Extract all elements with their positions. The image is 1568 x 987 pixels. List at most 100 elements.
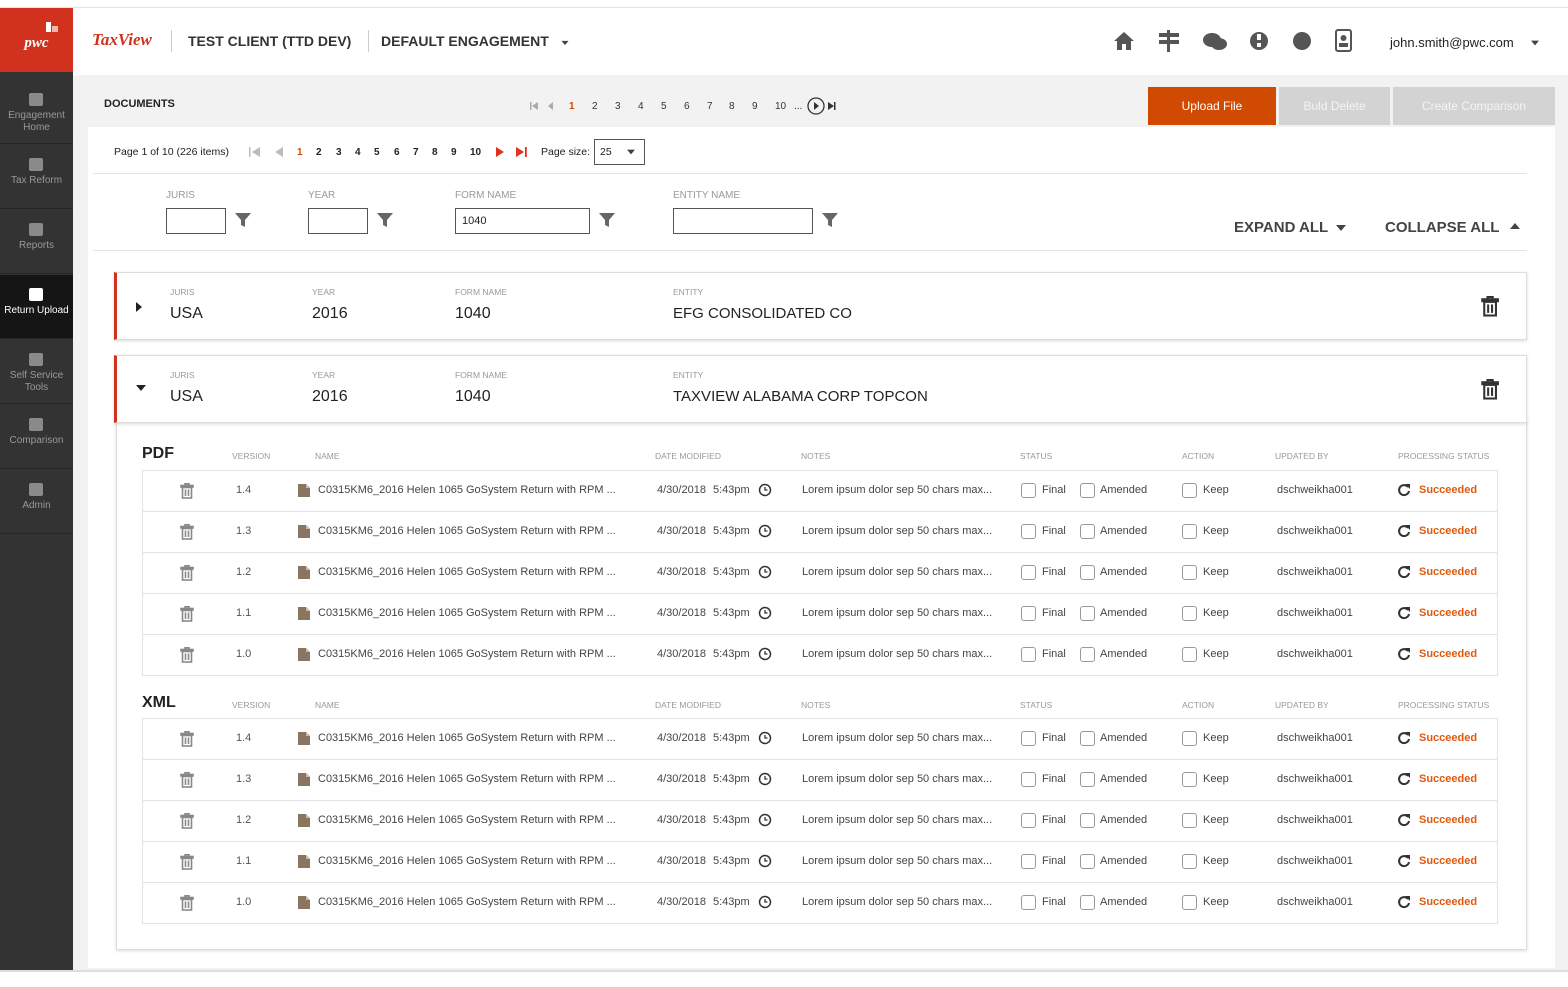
pager-last[interactable] [827, 101, 837, 111]
checkbox[interactable] [1182, 483, 1197, 498]
pager-next[interactable] [494, 146, 506, 158]
checkbox[interactable] [1080, 565, 1095, 580]
checkbox[interactable] [1021, 565, 1036, 580]
refresh-icon[interactable] [1397, 895, 1411, 909]
delete-icon[interactable] [180, 606, 194, 622]
checkbox[interactable] [1021, 606, 1036, 621]
help-icon[interactable] [1250, 32, 1268, 50]
user-email[interactable]: john.smith@pwc.com [1390, 35, 1514, 50]
checkbox[interactable] [1182, 731, 1197, 746]
pager-first[interactable] [529, 101, 539, 111]
file-name[interactable]: C0315KM6_2016 Helen 1065 GoSystem Return… [318, 484, 616, 496]
logo[interactable]: pwc [0, 8, 73, 72]
return-card[interactable] [114, 355, 1527, 423]
sidebar-item[interactable] [0, 470, 73, 534]
delete-icon[interactable] [180, 647, 194, 663]
refresh-icon[interactable] [1397, 772, 1411, 786]
expand-toggle[interactable] [136, 302, 142, 312]
file-name[interactable]: C0315KM6_2016 Helen 1065 GoSystem Return… [318, 566, 616, 578]
checkbox[interactable] [1182, 606, 1197, 621]
delete-icon[interactable] [180, 813, 194, 829]
engagement-name[interactable]: DEFAULT ENGAGEMENT [381, 33, 549, 49]
checkbox[interactable] [1021, 813, 1036, 828]
sidebar-item[interactable] [0, 80, 73, 144]
page-link[interactable]: 10 [775, 101, 787, 112]
collapse-all[interactable]: COLLAPSE ALL [1385, 219, 1500, 236]
page-link[interactable]: 1 [569, 101, 575, 112]
filter-icon[interactable] [821, 212, 839, 228]
page-link[interactable]: 5 [661, 101, 667, 112]
page-link[interactable]: 6 [684, 101, 690, 112]
page-link[interactable]: ... [794, 101, 803, 112]
sidebar-label[interactable]: Reports [18, 240, 54, 251]
file-name[interactable]: C0315KM6_2016 Helen 1065 GoSystem Return… [318, 814, 616, 826]
button[interactable]: Buld Delete [1279, 87, 1390, 125]
checkbox[interactable] [1182, 854, 1197, 869]
expand-toggle[interactable] [136, 385, 146, 391]
filter-icon[interactable] [234, 212, 252, 228]
delete-icon[interactable] [180, 565, 194, 581]
filter-input[interactable] [166, 208, 226, 234]
page-link[interactable]: 8 [729, 101, 735, 112]
page-link[interactable]: 7 [707, 101, 713, 112]
checkbox[interactable] [1021, 483, 1036, 498]
sidebar-label[interactable]: Admin [22, 500, 51, 511]
checkbox[interactable] [1021, 772, 1036, 787]
page-link[interactable]: 7 [413, 147, 419, 158]
checkbox[interactable] [1182, 565, 1197, 580]
pager-first[interactable] [248, 146, 262, 158]
sidebar-label[interactable]: Return Upload [4, 305, 69, 316]
checkbox[interactable] [1021, 647, 1036, 662]
checkbox[interactable] [1182, 813, 1197, 828]
page-size-select[interactable] [594, 139, 645, 165]
home-icon[interactable] [1114, 32, 1134, 50]
checkbox[interactable] [1080, 647, 1095, 662]
delete-icon[interactable] [180, 772, 194, 788]
contact-icon[interactable] [1335, 29, 1352, 52]
refresh-icon[interactable] [1397, 647, 1411, 661]
checkbox[interactable] [1021, 524, 1036, 539]
checkbox[interactable] [1182, 772, 1197, 787]
delete-icon[interactable] [180, 731, 194, 747]
page-link[interactable]: 2 [592, 101, 598, 112]
delete-icon[interactable] [180, 483, 194, 499]
checkbox[interactable] [1021, 731, 1036, 746]
checkbox[interactable] [1080, 772, 1095, 787]
refresh-icon[interactable] [1397, 524, 1411, 538]
client-name[interactable]: TEST CLIENT (TTD DEV) [188, 33, 352, 49]
file-name[interactable]: C0315KM6_2016 Helen 1065 GoSystem Return… [318, 648, 616, 660]
sidebar-label[interactable]: Engagement Home [8, 110, 65, 133]
checkbox[interactable] [1080, 854, 1095, 869]
refresh-icon[interactable] [1397, 813, 1411, 827]
checkbox[interactable] [1021, 854, 1036, 869]
filter-input[interactable] [673, 208, 813, 234]
file-name[interactable]: C0315KM6_2016 Helen 1065 GoSystem Return… [318, 896, 616, 908]
file-name[interactable]: C0315KM6_2016 Helen 1065 GoSystem Return… [318, 773, 616, 785]
sidebar-label[interactable]: Comparison [9, 435, 64, 446]
filter-input[interactable] [308, 208, 368, 234]
refresh-icon[interactable] [1397, 854, 1411, 868]
sidebar-label[interactable]: Self Service Tools [9, 370, 64, 393]
button[interactable]: Upload File [1148, 87, 1276, 125]
button[interactable]: Create Comparison [1393, 87, 1555, 125]
page-link[interactable]: 4 [638, 101, 644, 112]
checkbox[interactable] [1182, 524, 1197, 539]
sidebar-item[interactable] [0, 210, 73, 274]
refresh-icon[interactable] [1397, 565, 1411, 579]
pager-prev[interactable] [273, 146, 285, 158]
sidebar-item[interactable] [0, 340, 73, 404]
file-name[interactable]: C0315KM6_2016 Helen 1065 GoSystem Return… [318, 732, 616, 744]
page-link[interactable]: 5 [374, 147, 380, 158]
page-link[interactable]: 9 [451, 147, 457, 158]
page-link[interactable]: 2 [316, 147, 322, 158]
file-name[interactable]: C0315KM6_2016 Helen 1065 GoSystem Return… [318, 607, 616, 619]
sidebar-item[interactable] [0, 405, 73, 469]
expand-all[interactable]: EXPAND ALL [1234, 219, 1329, 236]
filter-icon[interactable] [376, 212, 394, 228]
sidebar-item[interactable] [0, 145, 73, 209]
checkbox[interactable] [1080, 524, 1095, 539]
file-name[interactable]: C0315KM6_2016 Helen 1065 GoSystem Return… [318, 855, 616, 867]
filter-icon[interactable] [598, 212, 616, 228]
page-link[interactable]: 10 [470, 147, 482, 158]
delete-icon[interactable] [180, 854, 194, 870]
